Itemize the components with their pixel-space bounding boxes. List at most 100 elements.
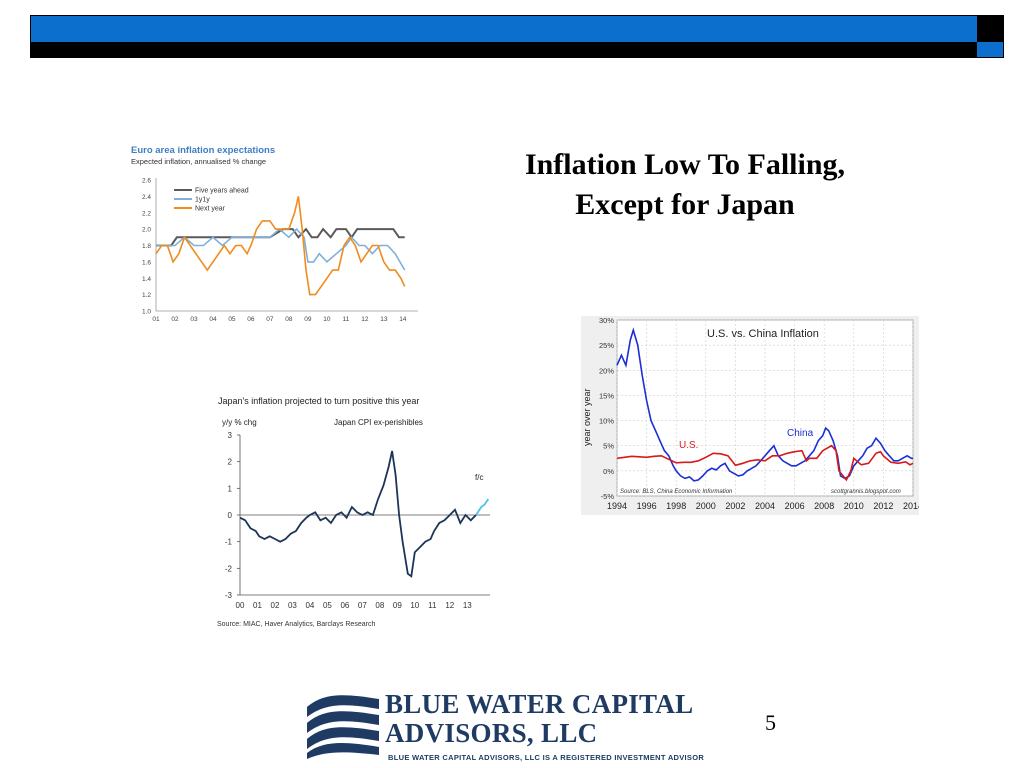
uschina-label-us: U.S. [679, 440, 698, 451]
company-name-line1: BLUE WATER CAPITAL [385, 689, 694, 719]
euro-y-tick-label: 2.6 [142, 178, 151, 185]
uschina-x-tick-label: 2008 [814, 501, 834, 511]
uschina-series-line-1 [616, 444, 914, 482]
japan-x-tick-label: 12 [445, 601, 454, 610]
japan-x-tick-label: 08 [375, 601, 384, 610]
uschina-x-tick-label: 2000 [696, 501, 716, 511]
euro-chart-title: Euro area inflation expectations [131, 145, 275, 156]
euro-x-tick-label: 13 [380, 316, 388, 323]
uschina-y-tick-label: -5% [601, 492, 615, 501]
japan-y-tick-label: 0 [228, 511, 233, 520]
euro-x-tick-label: 01 [152, 316, 160, 323]
banner-outline [30, 15, 1004, 58]
uschina-x-tick-label: 2014 [903, 501, 919, 511]
japan-source: Source: MIAC, Haver Analytics, Barclays … [217, 621, 375, 628]
japan-x-tick-label: 00 [236, 601, 245, 610]
japan-x-tick-label: 06 [340, 601, 349, 610]
japan-ylabel: y/y % chg [222, 418, 257, 427]
japan-y-tick-label: 1 [228, 484, 233, 493]
euro-y-tick-label: 2.4 [142, 194, 151, 201]
japan-series-label: Japan CPI ex-perishibles [334, 418, 423, 427]
japan-x-tick-label: 01 [253, 601, 262, 610]
japan-x-tick-label: 07 [358, 601, 367, 610]
japan-y-tick-label: -1 [225, 538, 233, 547]
euro-x-tick-label: 10 [323, 316, 331, 323]
euro-y-tick-label: 1.0 [142, 309, 151, 316]
euro-legend-label: Five years ahead [195, 188, 249, 195]
euro-x-tick-label: 03 [190, 316, 198, 323]
banner-corner-blue [977, 42, 1004, 58]
page-number: 5 [765, 710, 776, 735]
uschina-y-tick-label: 15% [599, 391, 614, 400]
uschina-x-tick-label: 1994 [607, 501, 627, 511]
japan-x-tick-label: 03 [288, 601, 297, 610]
company-tagline: BLUE WATER CAPITAL ADVISORS, LLC IS A RE… [388, 753, 705, 762]
slide-title: Inflation Low To Falling, Except for Jap… [470, 145, 900, 225]
uschina-y-tick-label: 10% [599, 417, 614, 426]
japan-x-tick-label: 04 [305, 601, 314, 610]
japan-y-tick-label: 3 [228, 431, 233, 440]
euro-y-tick-label: 1.2 [142, 292, 151, 299]
slide-title-line1: Inflation Low To Falling, [524, 148, 846, 181]
euro-legend-label: 1y1y [195, 197, 210, 204]
japan-x-tick-label: 09 [393, 601, 402, 610]
euro-x-tick-label: 04 [209, 316, 217, 323]
uschina-x-tick-label: 2010 [844, 501, 864, 511]
top-banner-black [31, 42, 977, 58]
uschina-credit: scottgrannis.blogspot.com [831, 489, 901, 495]
uschina-y-tick-label: 5% [603, 442, 614, 451]
euro-chart-subtitle: Expected inflation, annualised % change [131, 157, 266, 166]
uschina-chart-title: U.S. vs. China Inflation [707, 328, 819, 340]
uschina-x-tick-label: 1996 [637, 501, 657, 511]
euro-x-tick-label: 11 [342, 316, 349, 323]
uschina-source: Source: BLS, China Economic Information [620, 489, 733, 495]
blue-water-wave-logo [307, 695, 379, 759]
euro-x-tick-label: 08 [285, 316, 293, 323]
euro-y-tick-label: 1.4 [142, 276, 151, 283]
japan-x-tick-label: 13 [463, 601, 472, 610]
uschina-x-tick-label: 1998 [666, 501, 686, 511]
uschina-y-tick-label: 30% [599, 316, 614, 325]
japan-x-tick-label: 11 [428, 601, 437, 610]
japan-y-tick-label: -2 [225, 564, 233, 573]
uschina-y-tick-label: 0% [603, 467, 614, 476]
euro-y-tick-label: 1.8 [142, 243, 151, 250]
euro-y-tick-label: 2.2 [142, 210, 151, 217]
japan-y-tick-label: 2 [228, 458, 233, 467]
euro-x-tick-label: 07 [266, 316, 274, 323]
japan-chart-title: Japan's inflation projected to turn posi… [218, 396, 419, 406]
slide-title-line2: Except for Japan [575, 188, 795, 221]
uschina-y-tick-label: 25% [599, 341, 614, 350]
japan-series-line-1 [475, 498, 490, 516]
uschina-label-china: China [787, 428, 814, 439]
uschina-ylabel: year over year [582, 388, 592, 446]
euro-inflation-chart: Euro area inflation expectations Expecte… [131, 145, 418, 323]
uschina-x-tick-label: 2006 [785, 501, 805, 511]
japan-series-line-0 [239, 450, 477, 578]
euro-series-line-1 [156, 227, 406, 271]
japan-x-tick-label: 02 [271, 601, 280, 610]
japan-inflation-chart: Japan's inflation projected to turn posi… [217, 396, 490, 628]
banner-corner-black [977, 16, 1004, 42]
uschina-x-tick-label: 2012 [873, 501, 893, 511]
uschina-series-line-0 [616, 327, 913, 482]
japan-x-tick-label: 10 [410, 601, 419, 610]
euro-y-tick-label: 2.0 [142, 227, 151, 234]
euro-y-tick-label: 1.6 [142, 259, 151, 266]
euro-x-tick-label: 09 [304, 316, 312, 323]
us-china-inflation-chart: 30% 25% 20% 15% 10% 5% 0% -5%1994 1996 1998 2000 20… [581, 316, 919, 515]
euro-x-tick-label: 02 [171, 316, 179, 323]
euro-x-tick-label: 14 [399, 316, 407, 323]
uschina-x-tick-label: 2004 [755, 501, 775, 511]
euro-series-line-0 [156, 227, 405, 247]
company-name-line2: ADVISORS, LLC [385, 718, 598, 748]
euro-x-tick-label: 06 [247, 316, 255, 323]
japan-x-tick-label: 05 [323, 601, 332, 610]
japan-forecast-label: f/c [475, 473, 483, 482]
japan-y-tick-label: -3 [225, 591, 233, 600]
uschina-y-tick-label: 20% [599, 366, 614, 375]
top-banner-blue [31, 16, 977, 42]
euro-legend-label: Next year [195, 206, 226, 213]
euro-x-tick-label: 12 [361, 316, 369, 323]
euro-x-tick-label: 05 [228, 316, 236, 323]
